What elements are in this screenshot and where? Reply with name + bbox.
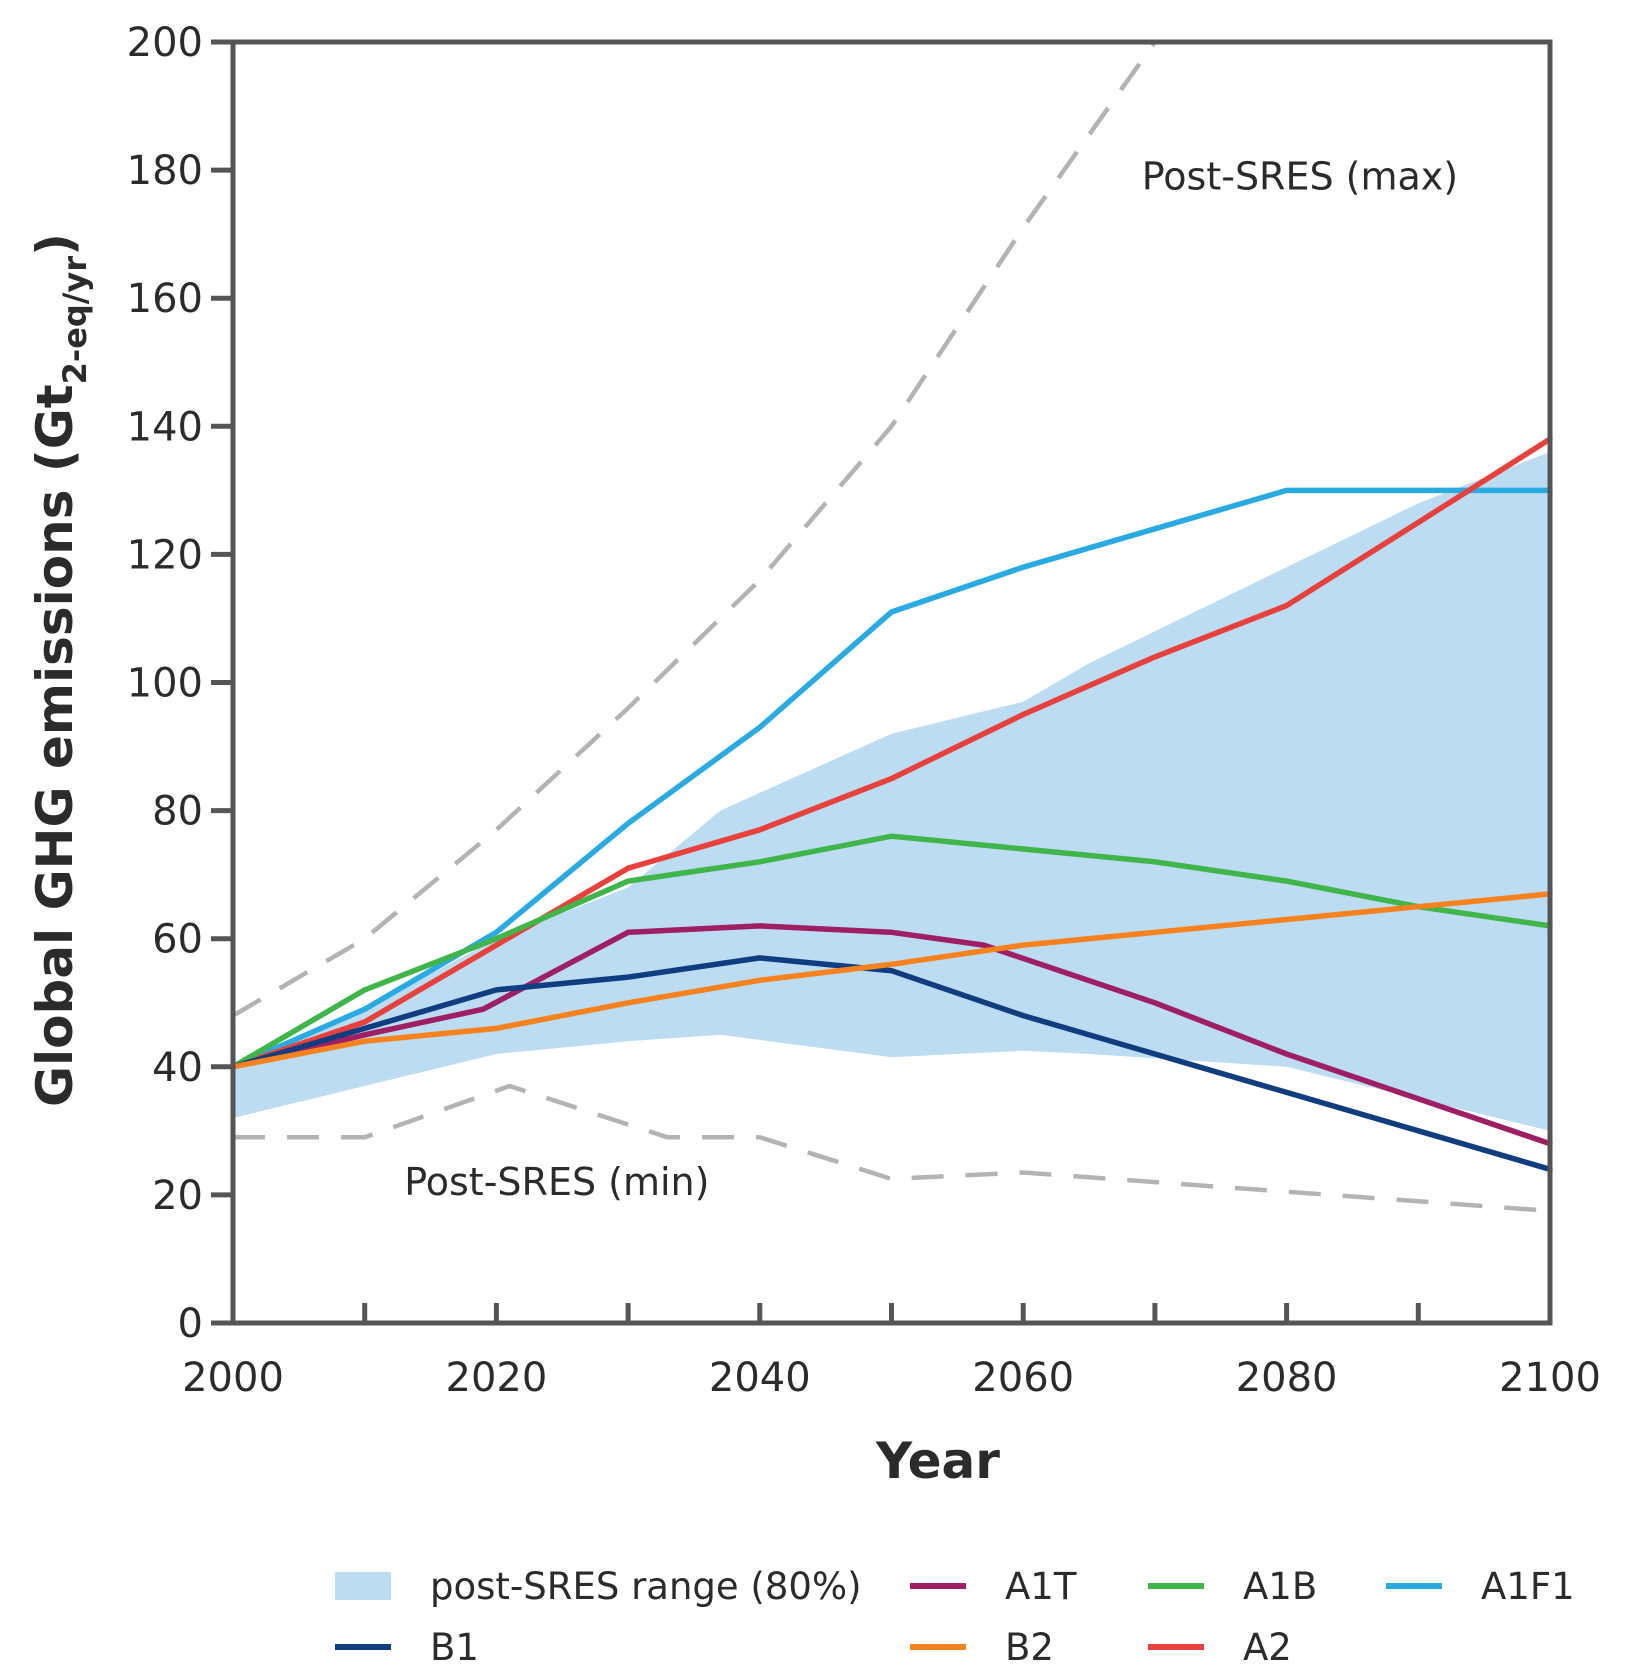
legend-item-b1: B1 bbox=[335, 1626, 479, 1669]
y-tick-label-180: 180 bbox=[127, 148, 203, 194]
dashed-post-sres-min bbox=[233, 1083, 1550, 1214]
post-sres-range-band bbox=[233, 451, 1550, 1131]
series-line-b2 bbox=[230, 891, 1553, 1070]
y-tick-label-0: 0 bbox=[178, 1301, 203, 1347]
y-axis-label: Global GHG emissions (Gt2-eq/yr) bbox=[26, 233, 94, 1107]
y-tick-label-80: 80 bbox=[152, 789, 203, 835]
x-tick-label-2100: 2100 bbox=[1499, 1355, 1601, 1401]
y-axis-label-subscript: 2-eq/yr bbox=[56, 256, 94, 385]
series-layer bbox=[230, 436, 1553, 1173]
legend-label-b2: B2 bbox=[1005, 1626, 1054, 1667]
legend-label-a1b: A1B bbox=[1243, 1565, 1317, 1608]
legend-item-b2: B2 bbox=[910, 1626, 1054, 1669]
legend: post-SRES range (80%) A1T A1B A1F1 B1 B2 A2 bbox=[335, 1565, 1575, 1669]
y-tick-label-60: 60 bbox=[152, 917, 203, 963]
series-line-a2 bbox=[230, 436, 1553, 1070]
y-axis-label-main: Global GHG emissions (Gt bbox=[26, 384, 84, 1107]
legend-item-a2: A2 bbox=[1148, 1626, 1292, 1669]
legend-label-a2: A2 bbox=[1243, 1626, 1292, 1667]
series-line-b1 bbox=[230, 955, 1553, 1173]
y-tick-label-20: 20 bbox=[152, 1173, 203, 1219]
x-tick-label-2060: 2060 bbox=[972, 1355, 1074, 1401]
dashed-bounds-layer bbox=[233, 42, 1550, 1214]
x-tick-label-2020: 2020 bbox=[446, 1355, 548, 1401]
y-tick-label-40: 40 bbox=[152, 1045, 203, 1091]
legend-swatch-post-sres-range-80 bbox=[335, 1572, 391, 1600]
y-tick-label-100: 100 bbox=[127, 661, 203, 707]
annotation-post-sres-min: Post-SRES (min) bbox=[404, 1160, 709, 1204]
legend-label-a1f1: A1F1 bbox=[1481, 1565, 1575, 1608]
y-tick-label-200: 200 bbox=[127, 20, 203, 66]
x-tick-label-2000: 2000 bbox=[182, 1355, 284, 1401]
y-tick-label-120: 120 bbox=[127, 532, 203, 578]
y-tick-label-160: 160 bbox=[127, 276, 203, 322]
series-line-a1t bbox=[230, 923, 1553, 1147]
legend-item-a1f1: A1F1 bbox=[1386, 1565, 1575, 1608]
annotation-post-sres-max: Post-SRES (max) bbox=[1142, 154, 1458, 198]
dashed-post-sres-max bbox=[233, 42, 1157, 1018]
x-tick-label-2080: 2080 bbox=[1236, 1355, 1338, 1401]
y-tick-label-140: 140 bbox=[127, 404, 203, 450]
y-axis-label-close: ) bbox=[26, 233, 84, 256]
legend-label-b1: B1 bbox=[430, 1626, 479, 1667]
range-band-layer bbox=[233, 451, 1550, 1131]
legend-label-a1t: A1T bbox=[1005, 1565, 1077, 1608]
x-axis-label: Year bbox=[875, 1432, 1000, 1490]
legend-item-a1b: A1B bbox=[1148, 1565, 1317, 1608]
x-tick-label-2040: 2040 bbox=[709, 1355, 811, 1401]
annotations-layer: Post-SRES (max) Post-SRES (min) bbox=[404, 154, 1458, 1204]
series-line-a1b bbox=[230, 833, 1553, 1070]
legend-label-post-sres-range-80: post-SRES range (80%) bbox=[430, 1565, 862, 1608]
legend-item-post-sres-range-80: post-SRES range (80%) bbox=[335, 1565, 862, 1608]
legend-item-a1t: A1T bbox=[910, 1565, 1077, 1608]
